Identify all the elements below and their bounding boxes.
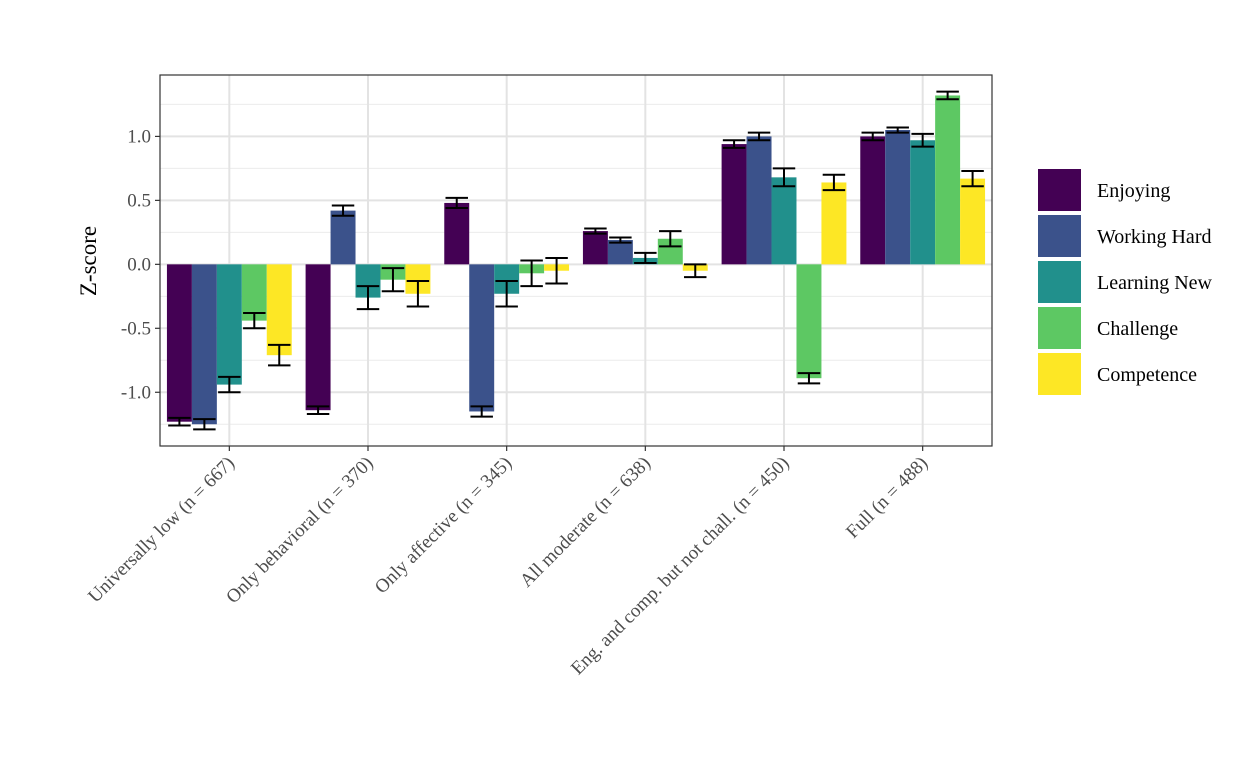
bar-learning-new [771,177,797,265]
bar-enjoying [166,264,192,422]
major-gridlines [160,75,992,446]
y-axis-title: Z-score [76,226,101,296]
y-tick-label: -0.5 [121,318,151,339]
bar-working-hard [191,264,217,425]
errorbars-layer [168,90,984,431]
bar-challenge [796,264,822,379]
y-tick-label: 0.0 [127,254,151,275]
bar-working-hard [330,210,356,265]
plot-panel-border [159,74,993,447]
bar-learning-new [910,140,936,265]
bar-challenge [241,264,267,321]
bar-enjoying [582,231,608,265]
bar-working-hard [607,240,633,265]
legend: Enjoying Working Hard Learning New Challeng… [1038,169,1213,395]
bar-challenge [935,95,961,265]
bars-layer [166,95,986,425]
y-tick-label: 1.0 [127,126,151,147]
y-axis: -1.0 -0.5 0.0 0.5 1.0 [121,126,160,403]
legend-label: Challenge [1097,318,1178,340]
bar-working-hard [885,130,911,265]
legend-label: Learning New [1097,272,1213,294]
bar-learning-new [216,264,242,385]
minor-gridlines [160,103,992,425]
bar-working-hard [469,264,495,412]
y-tick-label: -1.0 [121,382,151,403]
legend-key-enjoying [1038,169,1081,211]
bar-enjoying [444,202,470,265]
bar-competence [960,178,986,265]
bar-enjoying [721,144,747,265]
legend-key-learning-new [1038,261,1081,303]
legend-key-working-hard [1038,215,1081,257]
bar-competence [821,182,847,265]
bar-competence [266,264,292,356]
legend-key-challenge [1038,307,1081,349]
bar-enjoying [860,136,886,265]
bar-enjoying [305,264,331,411]
y-tick-label: 0.5 [127,190,151,211]
legend-label: Working Hard [1097,226,1211,248]
legend-label: Competence [1097,364,1197,386]
bar-working-hard [746,136,772,265]
legend-label: Enjoying [1097,180,1170,202]
legend-key-competence [1038,353,1081,395]
